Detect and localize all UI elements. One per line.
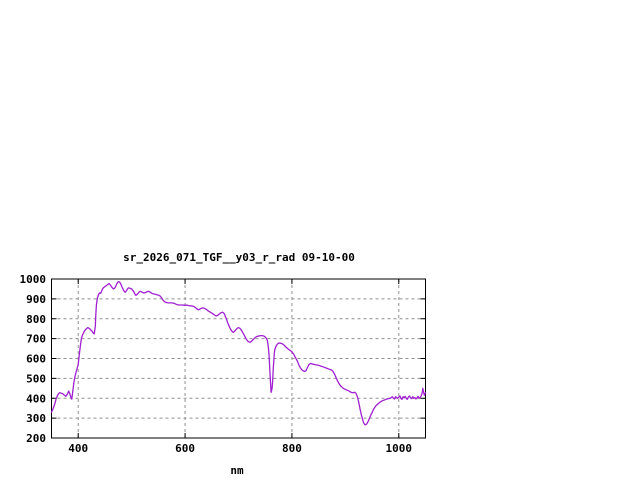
x-axis-label: nm: [230, 464, 244, 477]
chart-title: sr_2026_071_TGF__y03_r_rad 09-10-00: [123, 251, 355, 264]
spectrum-curve: [50, 280, 427, 426]
x-tick-label: 1000: [386, 442, 413, 455]
y-tick-label: 400: [26, 392, 46, 405]
y-tick-label: 1000: [20, 273, 47, 286]
y-tick-label: 500: [26, 372, 46, 385]
y-tick-label: 900: [26, 293, 46, 306]
y-tick-label: 800: [26, 313, 46, 326]
x-tick-label: 800: [282, 442, 302, 455]
x-tick-label: 400: [68, 442, 88, 455]
y-tick-label: 600: [26, 353, 46, 366]
y-tick-label: 200: [26, 432, 46, 445]
y-tick-label: 700: [26, 333, 46, 346]
x-tick-label: 600: [175, 442, 195, 455]
y-tick-label: 300: [26, 412, 46, 425]
